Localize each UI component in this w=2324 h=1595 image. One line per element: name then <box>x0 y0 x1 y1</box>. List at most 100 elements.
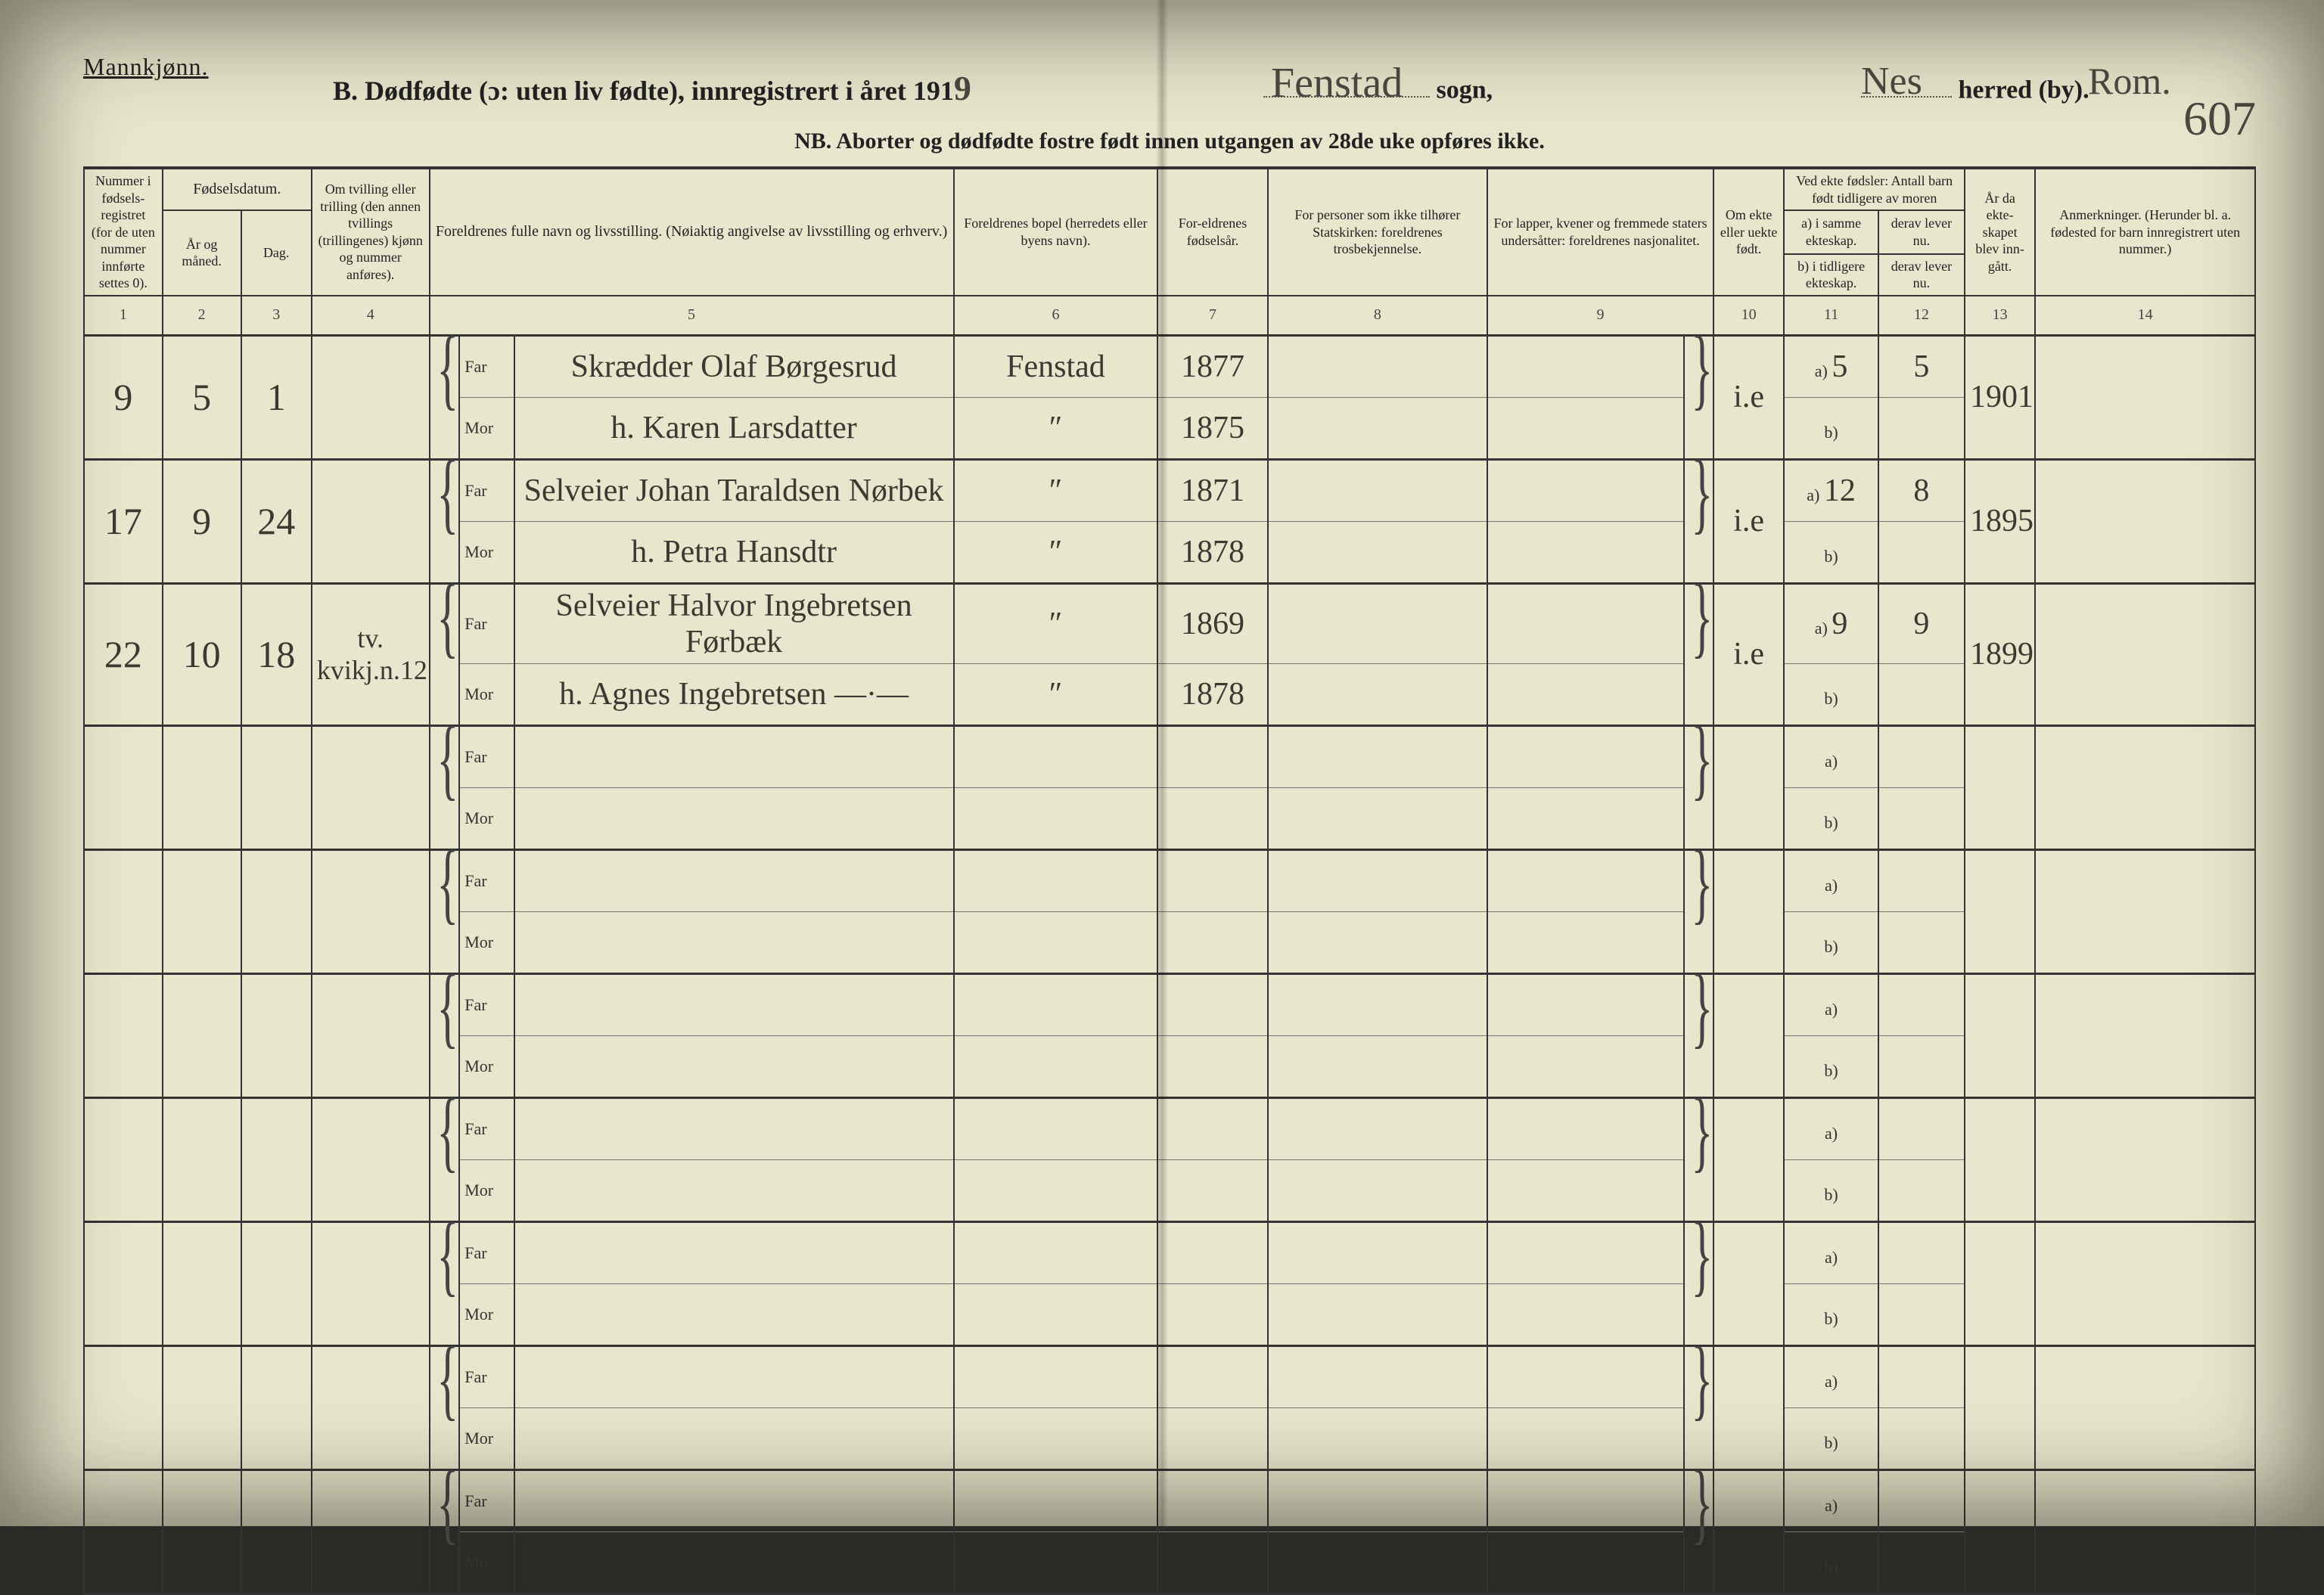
cell-nat-mor <box>1487 521 1683 583</box>
right-brace: } <box>1684 849 1713 973</box>
cell-num: 17 <box>84 459 163 583</box>
cell-bopel-mor: ″ <box>954 663 1158 725</box>
cell-anm <box>2035 1221 2255 1345</box>
cell-11b: b) <box>1784 1159 1878 1221</box>
far-label: Far <box>459 725 514 787</box>
cell-ym <box>163 973 241 1097</box>
cell-tros-far <box>1268 725 1488 787</box>
colnum-4: 4 <box>312 296 430 336</box>
cell-fy-mor <box>1157 911 1267 973</box>
right-brace: } <box>1684 1221 1713 1345</box>
cell-nat-mor <box>1487 1407 1683 1469</box>
table-row: {Far}a) <box>84 1345 2255 1407</box>
mor-label: Mor <box>459 911 514 973</box>
cell-ym: 10 <box>163 583 241 725</box>
cell-12a <box>1878 1221 1965 1283</box>
cell-day <box>241 1469 312 1593</box>
cell-11b: b) <box>1784 787 1878 849</box>
cell-num <box>84 1097 163 1221</box>
mor-label: Mor <box>459 1035 514 1097</box>
cell-far <box>514 849 954 911</box>
table-row: {Far}a) <box>84 1469 2255 1531</box>
cell-day <box>241 973 312 1097</box>
cell-11a: a) <box>1784 1221 1878 1283</box>
cell-day: 24 <box>241 459 312 583</box>
gender-heading: Mannkjønn. <box>83 53 209 81</box>
right-brace: } <box>1684 1097 1713 1221</box>
col-5-header: Foreldrenes fulle navn og livsstilling. … <box>430 168 954 296</box>
cell-tros-far <box>1268 1469 1488 1531</box>
table-row: {Far}a) <box>84 973 2255 1035</box>
colnum-10: 10 <box>1713 296 1784 336</box>
cell-ekte: i.e <box>1713 335 1784 459</box>
cell-fy-mor: 1878 <box>1157 663 1267 725</box>
cell-ym: 9 <box>163 459 241 583</box>
table-head: Nummer i fødsels-registret (for de uten … <box>84 168 2255 335</box>
col-12b-header: derav lever nu. <box>1878 254 1965 296</box>
cell-12b <box>1878 1283 1965 1345</box>
cell-year-marr <box>1965 1345 2035 1469</box>
left-brace: { <box>430 849 459 973</box>
far-label: Far <box>459 973 514 1035</box>
cell-year-marr <box>1965 849 2035 973</box>
cell-ym <box>163 1097 241 1221</box>
cell-year-marr <box>1965 725 2035 849</box>
cell-anm <box>2035 335 2255 459</box>
cell-bopel-mor <box>954 1531 1158 1593</box>
far-label: Far <box>459 1221 514 1283</box>
colnum-7: 7 <box>1157 296 1267 336</box>
colnum-2: 2 <box>163 296 241 336</box>
cell-anm <box>2035 1469 2255 1593</box>
cell-twin: tv. kvikj.n.12 <box>312 583 430 725</box>
colnum-1: 1 <box>84 296 163 336</box>
cell-tros-far <box>1268 1345 1488 1407</box>
amt-value: Rom. <box>2088 59 2171 103</box>
cell-twin <box>312 1097 430 1221</box>
cell-tros-far <box>1268 335 1488 397</box>
col-3-header: Dag. <box>241 210 312 296</box>
cell-11b: b) <box>1784 663 1878 725</box>
cell-bopel-far <box>954 1221 1158 1283</box>
cell-day <box>241 1221 312 1345</box>
cell-bopel-far <box>954 725 1158 787</box>
cell-ekte <box>1713 973 1784 1097</box>
colnum-14: 14 <box>2035 296 2255 336</box>
col-6-header: Foreldrenes bopel (herredets eller byens… <box>954 168 1158 296</box>
cell-fy-far <box>1157 1345 1267 1407</box>
cell-far: Selveier Johan Taraldsen Nørbek <box>514 459 954 521</box>
cell-far <box>514 725 954 787</box>
mor-label: Mor <box>459 1531 514 1593</box>
cell-mor <box>514 911 954 973</box>
cell-ekte <box>1713 849 1784 973</box>
nb-line: NB. Aborter og dødfødte fostre født inne… <box>83 129 2256 154</box>
mor-label: Mor <box>459 521 514 583</box>
cell-11b: b) <box>1784 1531 1878 1593</box>
cell-twin <box>312 1469 430 1593</box>
table-row: {Far}a) <box>84 1097 2255 1159</box>
cell-fy-mor: 1875 <box>1157 397 1267 459</box>
cell-bopel-far <box>954 1097 1158 1159</box>
cell-day <box>241 1097 312 1221</box>
cell-fy-mor <box>1157 1159 1267 1221</box>
cell-fy-mor <box>1157 1531 1267 1593</box>
cell-anm <box>2035 973 2255 1097</box>
table-row: 951{FarSkrædder Olaf BørgesrudFenstad187… <box>84 335 2255 397</box>
left-brace: { <box>430 1097 459 1221</box>
cell-nat-far <box>1487 1221 1683 1283</box>
table-row: {Far}a) <box>84 1221 2255 1283</box>
col-11a-header: a) i samme ekteskap. <box>1784 210 1878 254</box>
cell-nat-mor <box>1487 1159 1683 1221</box>
cell-bopel-mor <box>954 1283 1158 1345</box>
col-12a-header: derav lever nu. <box>1878 210 1965 254</box>
cell-nat-far <box>1487 1345 1683 1407</box>
col-7-header: For-eldrenes fødselsår. <box>1157 168 1267 296</box>
ledger-table: Nummer i fødsels-registret (for de uten … <box>83 166 2256 1595</box>
cell-11b: b) <box>1784 1035 1878 1097</box>
cell-11a: a) 9 <box>1784 583 1878 663</box>
cell-num <box>84 1221 163 1345</box>
cell-anm <box>2035 1097 2255 1221</box>
cell-11a: a) 12 <box>1784 459 1878 521</box>
col-fd-header: Fødselsdatum. <box>163 168 312 210</box>
cell-tros-mor <box>1268 787 1488 849</box>
cell-ym: 5 <box>163 335 241 459</box>
